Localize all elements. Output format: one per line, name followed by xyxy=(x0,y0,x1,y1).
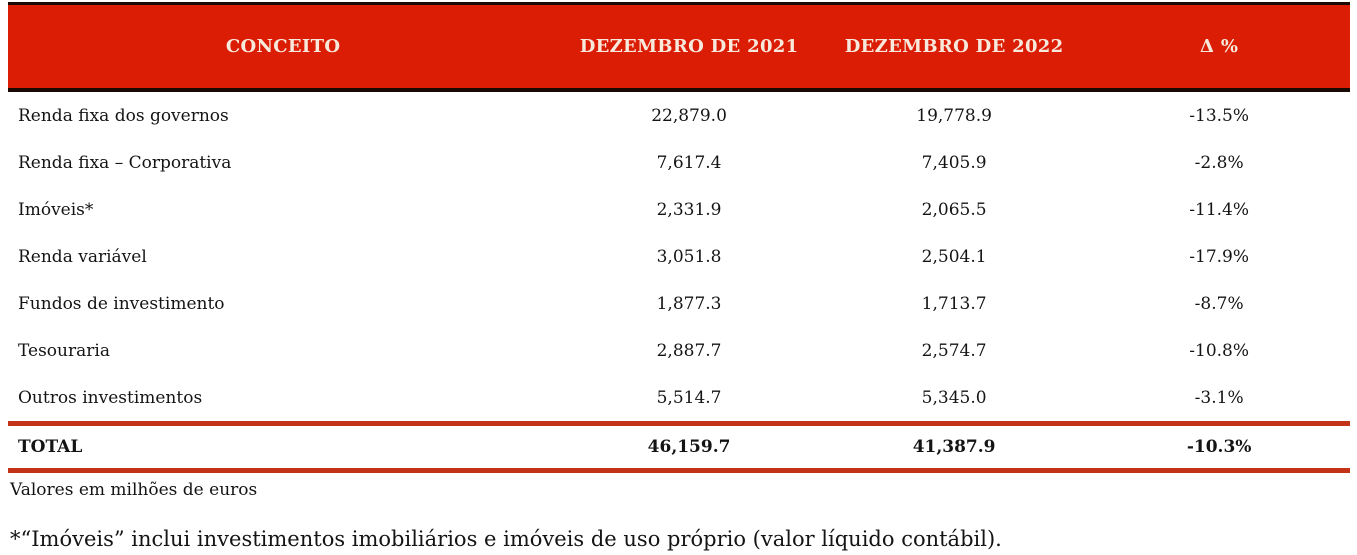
dec2021-cell: 1,877.3 xyxy=(656,293,722,314)
units-note: Valores em milhões de euros xyxy=(10,480,258,500)
dec2022-cell: 5,345.0 xyxy=(921,387,987,408)
column-header-delta-percent: Δ % xyxy=(1200,36,1239,57)
concept-cell: Fundos de investimento xyxy=(18,293,225,314)
dec2021-cell: 5,514.7 xyxy=(656,387,722,408)
table-row-renda-variavel: Renda variável 3,051.8 2,504.1 -17.9% xyxy=(8,233,1350,280)
dec2021-cell: 2,331.9 xyxy=(656,199,722,220)
concept-cell: Imóveis* xyxy=(18,199,94,220)
delta-cell: -13.5% xyxy=(1189,105,1250,126)
table-row-outros-investimentos: Outros investimentos 5,514.7 5,345.0 -3.… xyxy=(8,374,1350,421)
delta-cell: -17.9% xyxy=(1189,246,1250,267)
concept-cell: Renda fixa – Corporativa xyxy=(18,152,232,173)
imoveis-footnote: *“Imóveis” inclui investimentos imobiliá… xyxy=(10,527,1002,551)
total-dec2022-cell: 41,387.9 xyxy=(912,437,996,457)
table-row-renda-fixa-governos: Renda fixa dos governos 22,879.0 19,778.… xyxy=(8,92,1350,139)
table-row-renda-fixa-corporativa: Renda fixa – Corporativa 7,617.4 7,405.9… xyxy=(8,139,1350,186)
table-header-row: CONCEITO DEZEMBRO DE 2021 DEZEMBRO DE 20… xyxy=(8,2,1350,92)
column-header-conceito: CONCEITO xyxy=(225,36,341,57)
total-dec2021-cell: 46,159.7 xyxy=(647,437,731,457)
delta-cell: -2.8% xyxy=(1194,152,1244,173)
dec2022-cell: 2,065.5 xyxy=(921,199,987,220)
dec2021-cell: 7,617.4 xyxy=(656,152,722,173)
dec2022-cell: 7,405.9 xyxy=(921,152,987,173)
dec2022-cell: 2,574.7 xyxy=(921,340,987,361)
concept-cell: Tesouraria xyxy=(18,340,110,361)
concept-cell: Renda variável xyxy=(18,246,147,267)
total-delta-cell: -10.3% xyxy=(1186,437,1252,457)
delta-cell: -8.7% xyxy=(1194,293,1244,314)
total-top-divider xyxy=(8,421,1350,426)
total-label: TOTAL xyxy=(18,437,83,457)
delta-cell: -3.1% xyxy=(1194,387,1244,408)
dec2021-cell: 3,051.8 xyxy=(656,246,722,267)
dec2022-cell: 19,778.9 xyxy=(916,105,992,126)
table-total-row: TOTAL 46,159.7 41,387.9 -10.3% xyxy=(8,426,1350,468)
delta-cell: -11.4% xyxy=(1189,199,1250,220)
total-bottom-divider xyxy=(8,468,1350,473)
concept-cell: Renda fixa dos governos xyxy=(18,105,229,126)
dec2022-cell: 1,713.7 xyxy=(921,293,987,314)
delta-cell: -10.8% xyxy=(1189,340,1250,361)
dec2022-cell: 2,504.1 xyxy=(921,246,987,267)
dec2021-cell: 2,887.7 xyxy=(656,340,722,361)
concept-cell: Outros investimentos xyxy=(18,387,203,408)
table-row-tesouraria: Tesouraria 2,887.7 2,574.7 -10.8% xyxy=(8,327,1350,374)
table-row-imoveis: Imóveis* 2,331.9 2,065.5 -11.4% xyxy=(8,186,1350,233)
dec2021-cell: 22,879.0 xyxy=(651,105,727,126)
table-body: Renda fixa dos governos 22,879.0 19,778.… xyxy=(8,92,1350,421)
column-header-dezembro-2021: DEZEMBRO DE 2021 xyxy=(579,36,799,57)
column-header-dezembro-2022: DEZEMBRO DE 2022 xyxy=(844,36,1064,57)
table-row-fundos-investimento: Fundos de investimento 1,877.3 1,713.7 -… xyxy=(8,280,1350,327)
